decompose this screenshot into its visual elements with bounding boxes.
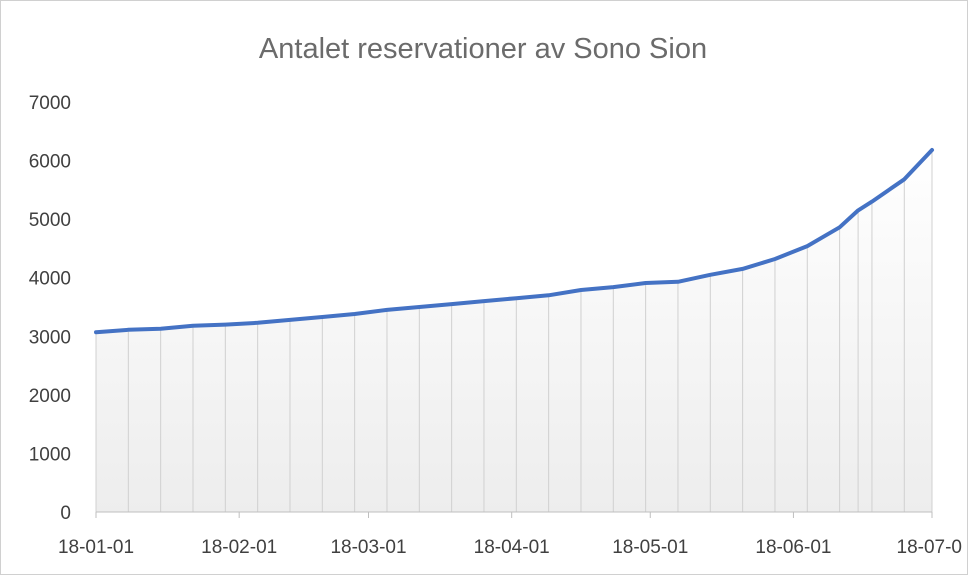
chart-title: Antalet reservationer av Sono Sion — [259, 33, 707, 65]
y-tick-label: 2000 — [29, 386, 71, 407]
x-tick-label: 18-07-0 — [897, 537, 963, 558]
x-tick-label: 18-06-01 — [755, 537, 831, 558]
plot-area — [96, 150, 932, 512]
axes — [96, 512, 932, 518]
x-tick-label: 18-02-01 — [201, 537, 277, 558]
x-axis-tick-labels: 18-01-01 18-02-01 18-03-01 18-04-01 18-05-01… — [58, 537, 962, 558]
x-tick-label: 18-01-01 — [58, 537, 134, 558]
y-tick-label: 1000 — [29, 444, 71, 465]
area-fill — [96, 150, 932, 512]
y-tick-label: 3000 — [29, 327, 71, 348]
y-tick-label: 4000 — [29, 269, 71, 290]
y-axis-tick-labels: 0 1000 2000 3000 4000 5000 6000 7000 — [29, 93, 71, 524]
y-tick-label: 0 — [60, 503, 71, 524]
y-tick-label: 6000 — [29, 152, 71, 173]
x-tick-label: 18-03-01 — [330, 537, 406, 558]
y-tick-label: 7000 — [29, 93, 71, 114]
y-tick-label: 5000 — [29, 210, 71, 231]
x-tick-label: 18-05-01 — [612, 537, 688, 558]
x-tick-label: 18-04-01 — [474, 537, 550, 558]
